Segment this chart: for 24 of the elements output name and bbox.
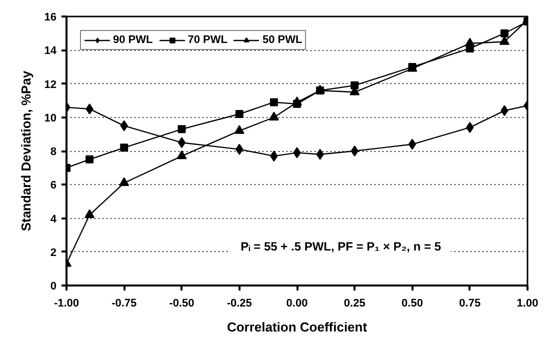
y-tick-label: 8: [50, 146, 57, 158]
y-tick-label: 10: [44, 112, 57, 124]
x-tick-label: 0.75: [459, 298, 481, 310]
x-axis-title: Correlation Coefficient: [226, 320, 368, 334]
y-axis-title: Standard Deviation, %Pay: [18, 70, 34, 232]
y-tick-label: 0: [50, 280, 57, 292]
legend-label: 90 PWL: [113, 34, 153, 46]
x-tick-label: -0.75: [112, 298, 137, 310]
annotation: Pᵢ = 55 + .5 PWL, PF = P₁ × P₂, n = 5: [240, 239, 442, 254]
x-tick-label: -0.25: [226, 298, 252, 310]
legend-label: 70 PWL: [188, 34, 228, 46]
y-tick-label: 14: [44, 45, 58, 58]
x-tick-label: 0.25: [344, 298, 366, 310]
y-tick-label: 4: [50, 213, 58, 226]
y-tick-label: 16: [44, 12, 57, 24]
legend-label: 50 PWL: [262, 34, 302, 46]
x-tick-label: 0.00: [286, 298, 308, 310]
x-tick-label: -1.00: [54, 298, 80, 310]
x-tick-label: 1.00: [516, 298, 538, 310]
x-tick-label: 0.50: [402, 298, 423, 310]
y-tick-label: 6: [50, 180, 57, 192]
y-tick-label: 2: [50, 246, 57, 259]
y-tick-label: 12: [44, 78, 57, 91]
x-tick-label: -0.50: [169, 298, 194, 310]
